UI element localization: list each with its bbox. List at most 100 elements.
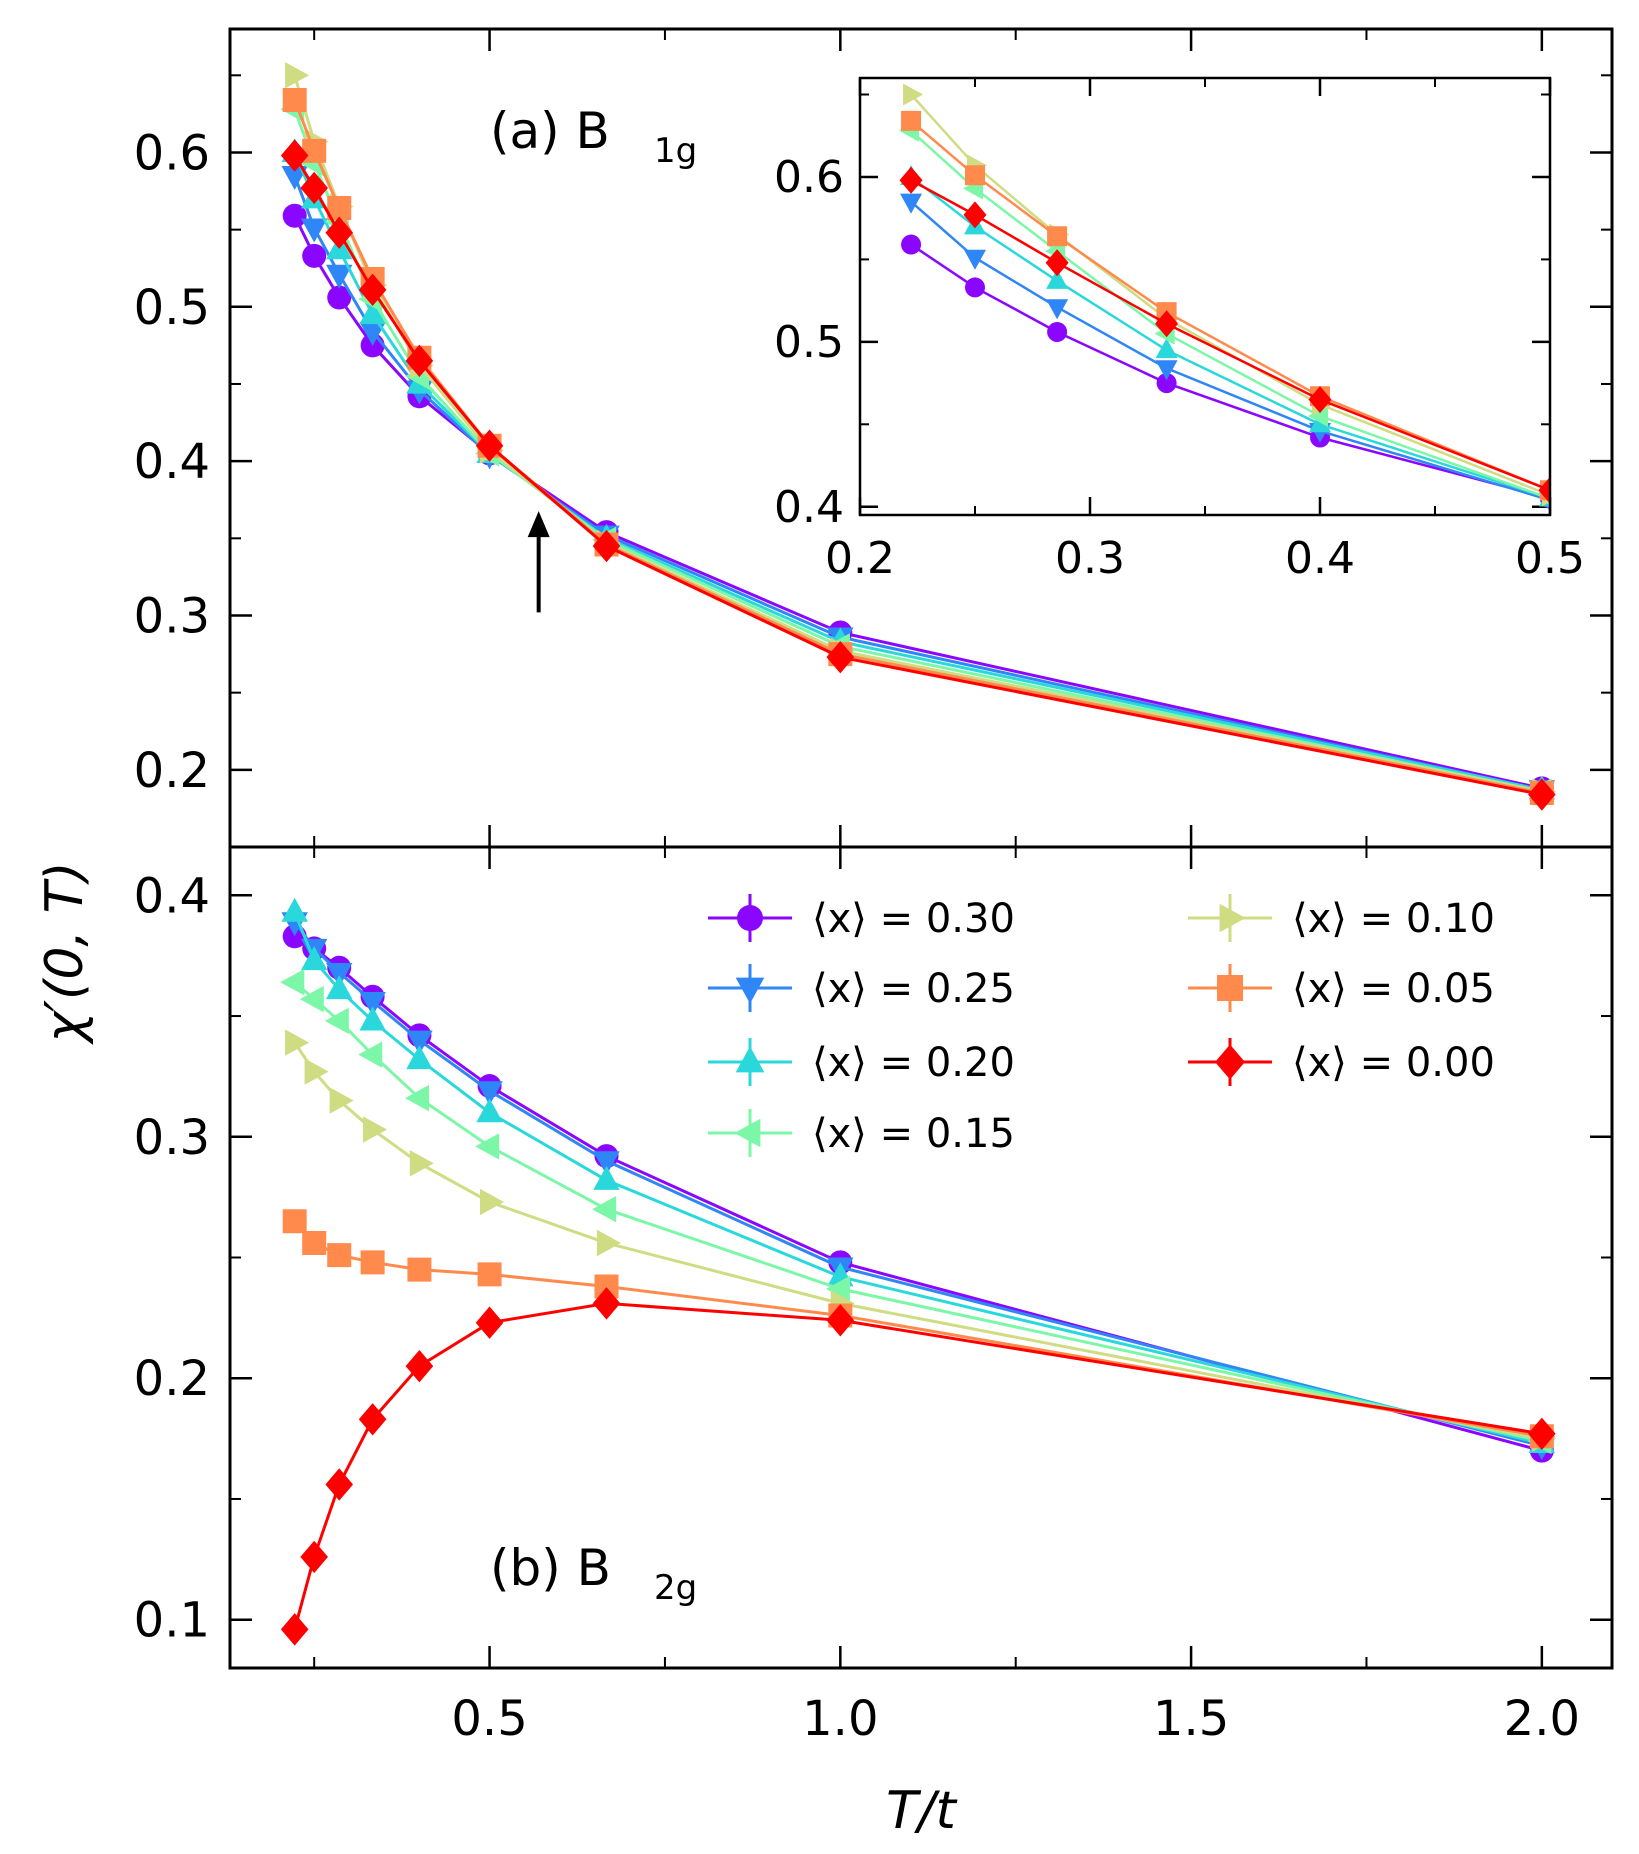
data-point xyxy=(327,1243,352,1268)
data-point xyxy=(299,985,324,1013)
y-tick-label-a: 0.3 xyxy=(134,588,210,644)
inset-data-point xyxy=(1308,386,1332,414)
inset-x-tick-label: 0.2 xyxy=(825,533,895,584)
y-tick-label-a: 0.6 xyxy=(134,125,210,181)
data-point xyxy=(281,166,308,191)
inset-series-line xyxy=(910,93,1550,497)
inset-y-tick-label: 0.5 xyxy=(774,317,844,368)
legend-label: ⟨x⟩ = 0.30 xyxy=(812,896,1015,942)
panel-label-b: (b) B xyxy=(490,1539,611,1597)
data-point xyxy=(359,1006,386,1031)
legend: ⟨x⟩ = 0.30 ⟨x⟩ = 0.25 ⟨x⟩ = 0.20 ⟨x⟩ = 0.15… xyxy=(708,894,1495,1157)
data-point xyxy=(326,975,353,1000)
data-point xyxy=(475,1306,504,1339)
inset-data-point xyxy=(903,83,924,106)
panel-label-sub-b: 2g xyxy=(654,1568,697,1608)
series-layer xyxy=(280,62,1557,1646)
data-point xyxy=(324,1007,349,1035)
panel-b-series xyxy=(280,897,1557,1646)
data-point xyxy=(593,1165,620,1190)
data-point xyxy=(358,1403,387,1436)
inset-data-point xyxy=(901,110,922,131)
data-point xyxy=(300,171,328,205)
data-point xyxy=(405,1084,430,1112)
inset-data-point xyxy=(1538,476,1550,504)
inset-data-point xyxy=(1156,373,1177,394)
series-line xyxy=(293,1041,1543,1441)
inset-series xyxy=(899,83,1550,513)
legend-label: ⟨x⟩ = 0.15 xyxy=(812,1111,1015,1157)
data-point xyxy=(282,1209,307,1234)
data-point xyxy=(359,321,386,346)
legend-label: ⟨x⟩ = 0.25 xyxy=(812,966,1015,1012)
data-point xyxy=(475,1133,500,1160)
data-point xyxy=(406,1045,433,1070)
data-point xyxy=(405,1349,434,1383)
data-point xyxy=(285,1029,310,1056)
data-point xyxy=(592,1196,617,1223)
legend-marker xyxy=(735,977,765,1004)
inset-data-point xyxy=(1308,405,1328,428)
inset-data-point xyxy=(900,193,923,214)
inset-y-tick-label: 0.6 xyxy=(774,152,844,203)
data-point xyxy=(596,1229,621,1257)
data-point xyxy=(302,1231,327,1256)
data-point xyxy=(302,138,327,163)
legend-marker xyxy=(735,1046,765,1073)
data-point xyxy=(826,1304,855,1337)
inset-data-point xyxy=(1046,268,1069,289)
inset-data-point xyxy=(1047,321,1068,342)
data-point xyxy=(285,62,310,89)
data-point xyxy=(407,1257,432,1282)
x-tick-label: 1.5 xyxy=(1153,1691,1229,1747)
y-tick-label-a: 0.4 xyxy=(134,434,210,490)
legend-label: ⟨x⟩ = 0.00 xyxy=(1292,1040,1495,1086)
data-point xyxy=(363,1116,388,1143)
x-tick-label: 1.0 xyxy=(802,1691,878,1747)
data-point xyxy=(359,300,386,325)
inset-x-tick-label: 0.3 xyxy=(1055,533,1125,584)
inset-data-point xyxy=(1047,226,1068,247)
x-tick-label: 2.0 xyxy=(1504,1691,1580,1747)
data-point xyxy=(405,344,434,378)
inset-data-point xyxy=(899,166,923,194)
inset-data-point xyxy=(1046,299,1069,320)
y-axis-label: χ′(0, T) xyxy=(35,861,95,1045)
inset-series-line xyxy=(910,119,1550,492)
frame-layer xyxy=(228,27,1614,1670)
data-point xyxy=(826,640,855,674)
inset-series-line xyxy=(910,179,1550,492)
inset-layer: 0.2 0.3 0.4 0.5 0.4 0.5 0.6 xyxy=(774,76,1585,584)
data-point xyxy=(358,1041,383,1068)
inset-data-point xyxy=(1155,338,1178,359)
data-point xyxy=(327,196,352,221)
legend-marker xyxy=(737,905,763,931)
y-tick-label-b: 0.1 xyxy=(134,1593,210,1649)
data-point xyxy=(325,216,354,249)
data-point xyxy=(281,897,308,922)
data-point xyxy=(1528,778,1556,811)
y-tick-label-b: 0.2 xyxy=(134,1351,210,1407)
inset-data-point xyxy=(901,234,922,255)
data-point xyxy=(477,1262,502,1287)
x-axis-label: T/t xyxy=(886,1781,957,1841)
inset-data-point xyxy=(963,201,987,229)
data-point xyxy=(592,1287,621,1320)
series-line xyxy=(293,1301,1543,1630)
panel-a-series xyxy=(280,62,1557,811)
inset-frame xyxy=(858,76,1552,517)
data-point xyxy=(282,203,307,228)
legend-label: ⟨x⟩ = 0.10 xyxy=(1292,896,1495,942)
inset-data-point xyxy=(1155,310,1179,338)
legend-marker xyxy=(1215,1044,1245,1080)
data-point xyxy=(280,139,309,172)
inset-y-tick-label: 0.4 xyxy=(774,482,844,533)
inset-data-point xyxy=(1155,360,1178,381)
legend-marker xyxy=(1217,975,1243,1001)
data-point xyxy=(594,1274,619,1299)
data-point xyxy=(282,87,307,112)
data-point xyxy=(325,1468,354,1501)
x-tick-label: 0.5 xyxy=(451,1691,527,1747)
inset-data-point xyxy=(965,165,985,186)
